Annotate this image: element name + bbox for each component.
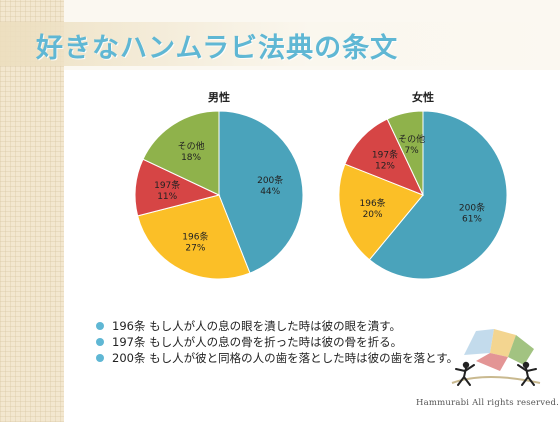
slice-category-label: 197条	[154, 179, 180, 191]
slice-category-label: 200条	[459, 202, 485, 214]
bullet-text: 197条 もし人が人の息の骨を折った時は彼の骨を折る。	[112, 335, 403, 349]
slice-value-label: 12%	[375, 161, 395, 171]
slice-category-label: その他	[398, 133, 425, 145]
slice-category-label: その他	[178, 140, 205, 152]
bullet-item: 200条 もし人が彼と同格の人の歯を落とした時は彼の歯を落とす。	[96, 350, 458, 366]
title-band	[0, 22, 560, 66]
slice-category-label: 200条	[257, 174, 283, 186]
pie-slice	[368, 110, 508, 280]
pie-slice	[386, 110, 424, 196]
bullet-dot	[96, 322, 104, 330]
bullet-item: 196条 もし人が人の息の眼を潰した時は彼の眼を潰す。	[96, 318, 458, 334]
bullet-dot	[96, 338, 104, 346]
slice-value-label: 11%	[157, 192, 177, 202]
bullet-dot	[96, 354, 104, 362]
hammurabi-logo-illustration	[451, 329, 541, 386]
pie-slice	[344, 118, 424, 196]
bullet-list: 196条 もし人が人の息の眼を潰した時は彼の眼を潰す。 197条 もし人が人の息…	[96, 318, 458, 366]
pie-title: 女性	[412, 90, 434, 104]
bullet-item: 197条 もし人が人の息の骨を折った時は彼の骨を折る。	[96, 334, 458, 350]
pie-slice	[218, 110, 304, 274]
bullet-text: 200条 もし人が彼と同格の人の歯を落とした時は彼の歯を落とす。	[112, 351, 459, 365]
slice-value-label: 61%	[462, 215, 482, 225]
decorative-side-strip	[0, 0, 64, 422]
pie-slice	[338, 163, 424, 261]
slice-value-label: 18%	[181, 153, 201, 163]
slice-value-label: 7%	[404, 146, 419, 156]
pie-slice	[142, 110, 220, 196]
slice-value-label: 20%	[363, 210, 383, 220]
slice-value-label: 44%	[260, 187, 280, 197]
pie-slice	[137, 194, 251, 280]
footer-copyright: Hammurabi All rights reserved.	[416, 398, 560, 408]
bullet-text: 196条 もし人が人の息の眼を潰した時は彼の眼を潰す。	[112, 319, 401, 333]
slice-value-label: 27%	[185, 243, 205, 253]
pie-title: 男性	[208, 90, 230, 104]
slice-category-label: 196条	[360, 197, 386, 209]
slice-category-label: 196条	[182, 230, 208, 242]
slice-category-label: 197条	[372, 148, 398, 160]
slide-title: 好きなハンムラビ法典の条文	[36, 33, 399, 64]
